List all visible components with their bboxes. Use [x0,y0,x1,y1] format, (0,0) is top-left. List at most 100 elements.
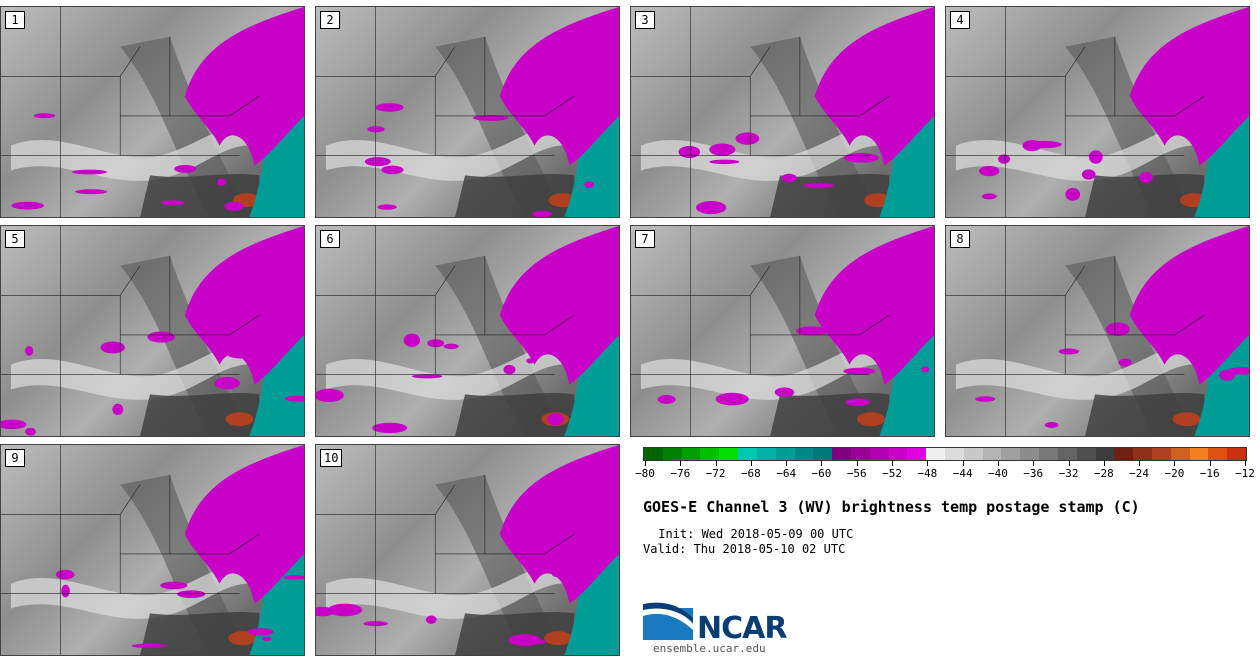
colorbar-tick-label: −12 [1235,467,1255,480]
colorbar-tick-label: −48 [917,467,938,480]
wv-imagery [631,226,934,436]
colorbar-tick [750,461,752,466]
panel-number: 8 [950,230,970,248]
colorbar-tick-label: −24 [1129,467,1150,480]
member-panel-4: 4 [945,6,1250,218]
member-panel-6: 6 [315,225,620,437]
colorbar-swatch [719,448,739,460]
wv-imagery [316,445,619,655]
colorbar-tick [821,461,823,466]
colorbar-swatch [869,448,889,460]
colorbar-swatch [1076,448,1096,460]
panel-number: 2 [320,11,340,29]
colorbar-tick [927,461,929,466]
colorbar-tick [1209,461,1211,466]
colorbar-swatch [1039,448,1058,460]
colorbar-tick [1139,461,1141,466]
panel-number: 4 [950,11,970,29]
colorbar-swatch [1020,448,1040,460]
colorbar-swatch [1001,448,1021,460]
colorbar-swatch [850,448,870,460]
wv-imagery [1,226,304,436]
colorbar-tick [680,461,682,466]
colorbar-ticks: −80 −76 −72 −68 −64 −60 −56 −52 −48 −44 −40 −36 −32 −… [635,461,1255,483]
colorbar-tick [1068,461,1070,466]
colorbar-tick-label: −44 [952,467,973,480]
colorbar-swatch [1189,448,1209,460]
colorbar-swatch [1151,448,1171,460]
member-panel-10: 10 [315,444,620,656]
colorbar-tick [645,461,646,466]
colorbar-tick-label: −68 [740,467,761,480]
panel-number: 6 [320,230,340,248]
panel-number: 1 [5,11,25,29]
colorbar-swatch [1133,448,1152,460]
logo-url: ensemble.ucar.edu [653,642,766,655]
colorbar-tick-label: −64 [776,467,797,480]
colorbar-swatch [1057,448,1077,460]
colorbar-swatch [1208,448,1228,460]
colorbar-swatch [1170,448,1190,460]
colorbar-swatch [1114,448,1134,460]
colorbar-tick [1245,461,1246,466]
wv-imagery [316,7,619,217]
wv-imagery [1,7,304,217]
logo-text: NCAR [697,611,787,646]
colorbar-swatch [963,448,983,460]
colorbar-tick-label: −32 [1058,467,1079,480]
colorbar-tick-label: −36 [1023,467,1044,480]
colorbar-tick [786,461,788,466]
wv-imagery [946,7,1249,217]
panel-number: 3 [635,11,655,29]
colorbar [643,447,1247,461]
colorbar-tick [962,461,964,466]
colorbar-swatch [794,448,814,460]
colorbar-swatch [775,448,795,460]
member-panel-1: 1 [0,6,305,218]
colorbar-swatch [982,448,1002,460]
colorbar-swatch [1095,448,1115,460]
colorbar-tick-label: −80 [635,467,655,480]
member-panel-2: 2 [315,6,620,218]
colorbar-swatch [700,448,720,460]
colorbar-swatch [662,448,682,460]
colorbar-tick [856,461,858,466]
colorbar-tick-label: −20 [1164,467,1185,480]
colorbar-tick [1174,461,1176,466]
colorbar-tick [715,461,717,466]
colorbar-tick-label: −72 [705,467,726,480]
panel-number: 9 [5,449,25,467]
colorbar-tick-label: −56 [846,467,867,480]
colorbar-tick [997,461,999,466]
colorbar-tick [892,461,894,466]
colorbar-swatch [907,448,927,460]
colorbar-swatch [813,448,833,460]
wv-imagery [316,226,619,436]
member-panel-8: 8 [945,225,1250,437]
colorbar-tick [1103,461,1105,466]
colorbar-swatch [888,448,908,460]
colorbar-swatch [681,448,701,460]
colorbar-tick-label: −52 [882,467,902,480]
wv-imagery [946,226,1249,436]
member-panel-5: 5 [0,225,305,437]
colorbar-tick-label: −40 [988,467,1008,480]
member-panel-9: 9 [0,444,305,656]
member-panel-3: 3 [630,6,935,218]
figure-title: GOES-E Channel 3 (WV) brightness temp po… [643,498,1140,516]
colorbar-swatch [1227,448,1246,460]
panel-number: 7 [635,230,655,248]
colorbar-swatch [756,448,776,460]
colorbar-tick-label: −16 [1199,467,1220,480]
ncar-logo-icon [643,602,693,640]
panel-number: 5 [5,230,25,248]
wv-imagery [631,7,934,217]
colorbar-tick-label: −60 [811,467,832,480]
colorbar-swatch [926,448,945,460]
colorbar-tick-label: −28 [1093,467,1114,480]
valid-time: Valid: Thu 2018-05-10 02 UTC [643,542,846,556]
member-panel-7: 7 [630,225,935,437]
colorbar-swatch [945,448,964,460]
panel-number: 10 [320,449,343,467]
colorbar-tick-label: −76 [670,467,691,480]
